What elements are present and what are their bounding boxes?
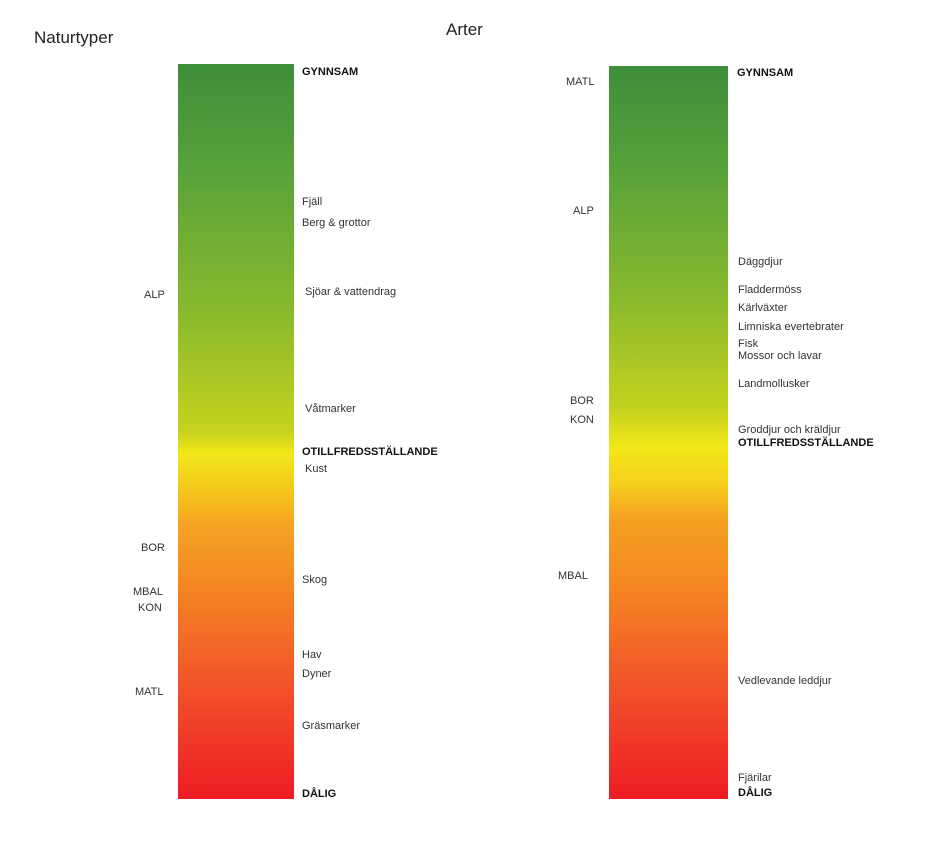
right-region-bor: BOR (570, 395, 594, 407)
right-gradient-bar (609, 66, 728, 799)
right-region-kon: KON (570, 414, 594, 426)
left-region-alp: ALP (144, 289, 165, 301)
right-item-fladdermoss: Fladdermöss (738, 284, 802, 296)
right-region-alp: ALP (573, 205, 594, 217)
left-item-dyner: Dyner (302, 668, 332, 680)
left-top-label: GYNNSAM (302, 66, 359, 78)
left-region-mbal: MBAL (133, 586, 163, 598)
left-middle-label: OTILLFREDSSTÄLLANDE (302, 446, 438, 458)
right-item-karlvaxter: Kärlväxter (738, 302, 788, 314)
left-region-bor: BOR (141, 542, 165, 554)
right-item-landmollusker: Landmollusker (738, 378, 810, 390)
left-gradient-bar (178, 64, 294, 799)
right-region-mbal: MBAL (558, 570, 588, 582)
left-item-fjall: Fjäll (302, 196, 323, 208)
left-region-kon: KON (138, 602, 162, 614)
left-item-hav: Hav (302, 649, 322, 661)
right-item-mossor: Mossor och lavar (738, 350, 822, 362)
left-bottom-label: DÅLIG (302, 788, 337, 800)
heading-arter: Arter (446, 20, 483, 39)
right-middle-label: OTILLFREDSSTÄLLANDE (738, 437, 874, 449)
right-region-matl: MATL (566, 76, 595, 88)
right-item-fjarilar: Fjärilar (738, 772, 772, 784)
right-item-fisk: Fisk (738, 338, 759, 350)
left-item-grasmarker: Gräsmarker (302, 720, 361, 732)
left-item-skog: Skog (302, 574, 328, 586)
right-item-limniska: Limniska evertebrater (738, 321, 844, 333)
right-item-groddjur: Groddjur och kräldjur (738, 424, 841, 436)
right-item-vedlevande: Vedlevande leddjur (738, 675, 832, 687)
left-item-berg: Berg & grottor (302, 217, 371, 229)
left-item-vatmarker: Våtmarker (305, 403, 356, 415)
left-item-sjoar: Sjöar & vattendrag (305, 286, 397, 298)
right-top-label: GYNNSAM (737, 67, 794, 79)
left-item-kust: Kust (305, 463, 328, 475)
right-bottom-label: DÅLIG (738, 787, 773, 799)
right-item-daggdjur: Däggdjur (738, 256, 783, 268)
heading-naturtyper: Naturtyper (34, 28, 114, 47)
left-region-matl: MATL (135, 686, 164, 698)
